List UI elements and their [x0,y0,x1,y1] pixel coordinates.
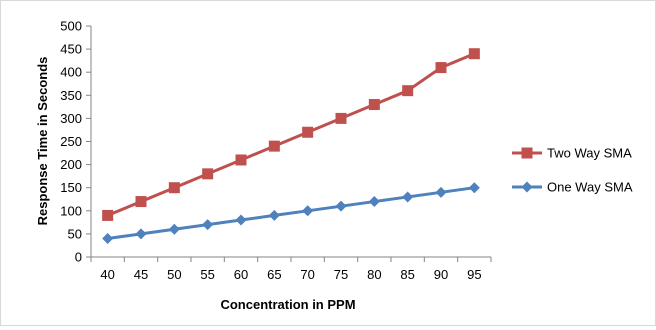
data-point [202,219,214,231]
data-point [468,182,480,194]
x-tick-label: 80 [367,267,381,282]
data-point [202,168,214,180]
data-point [368,99,380,111]
x-tick-label: 70 [300,267,314,282]
data-point [268,209,280,221]
legend-marker [521,181,533,193]
y-axis: 0 50 100 150 200 250 300 350 400 450 500 [60,19,92,265]
data-point [135,228,147,240]
series-one-way-sma [102,182,480,245]
y-tick-label: 200 [60,157,82,172]
data-point [368,196,380,208]
x-tick-label: 95 [467,267,481,282]
line-chart: 0 50 100 150 200 250 300 350 400 450 500 40 45 50 55 6… [35,19,633,313]
legend-item: One Way SMA [512,180,633,195]
x-tick-label: 60 [234,267,248,282]
series-layer [102,48,480,245]
y-tick-label: 350 [60,88,82,103]
x-tick-label: 85 [400,267,414,282]
y-tick-label: 300 [60,111,82,126]
data-point [268,140,280,152]
data-point [468,48,480,60]
y-axis-title: Response Time in Seconds [35,57,50,226]
data-point [168,182,180,194]
data-point [135,196,147,208]
legend-item: Two Way SMA [512,146,632,161]
data-point [102,209,114,221]
x-tick-label: 65 [267,267,281,282]
data-point [302,126,314,138]
legend-marker [521,147,533,159]
data-point [302,205,314,217]
y-tick-label: 500 [60,19,82,34]
data-point [402,85,414,97]
y-tick-label: 400 [60,65,82,80]
data-point [402,191,414,203]
series-line [107,186,475,241]
x-axis-title: Concentration in PPM [220,297,355,312]
x-tick-label: 75 [334,267,348,282]
data-point [168,223,180,235]
data-point [435,186,447,198]
y-tick-label: 100 [60,203,82,218]
y-tick-label: 50 [68,226,82,241]
series-line [107,52,475,217]
x-tick-label: 45 [134,267,148,282]
y-tick-label: 0 [75,250,82,265]
legend: Two Way SMA One Way SMA [512,146,633,195]
y-tick-label: 450 [60,42,82,57]
data-point [102,233,114,245]
y-tick-label: 150 [60,180,82,195]
data-point [435,62,447,74]
x-tick-label: 55 [200,267,214,282]
y-tick-label: 250 [60,134,82,149]
x-tick-label: 90 [434,267,448,282]
data-point [235,214,247,226]
x-tick-label: 40 [100,267,114,282]
x-axis: 40 45 50 55 60 65 70 75 80 85 90 95 [90,256,492,282]
x-tick-label: 50 [167,267,181,282]
data-point [335,112,347,124]
legend-label: Two Way SMA [547,146,632,161]
legend-label: One Way SMA [547,180,633,195]
data-point [335,200,347,212]
series-two-way-sma [102,48,480,221]
data-point [235,154,247,166]
